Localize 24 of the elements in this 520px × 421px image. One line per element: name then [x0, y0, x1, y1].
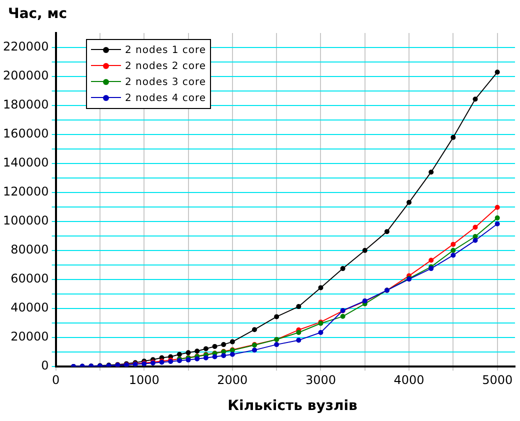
y-tick-label: 20000 — [10, 330, 49, 344]
y-tick-label: 0 — [41, 358, 49, 373]
x-tick-label: 5000 — [482, 372, 513, 387]
legend-label: 2 nodes 4 core — [125, 92, 206, 104]
y-tick-label: 220000 — [2, 40, 49, 54]
x-tick-label: 4000 — [394, 372, 424, 387]
y-tick-label: 180000 — [2, 98, 49, 112]
legend-label: 2 nodes 2 core — [125, 60, 206, 72]
y-tick-label: 60000 — [10, 272, 49, 286]
legend-label: 2 nodes 3 core — [125, 76, 206, 88]
legend-label: 2 nodes 1 core — [125, 44, 206, 56]
y-axis-title: Час, мс — [8, 6, 67, 22]
x-tick-label: 2000 — [217, 372, 248, 387]
y-tick-label: 80000 — [10, 242, 49, 257]
x-tick-label: 3000 — [305, 372, 336, 387]
y-tick-label: 140000 — [2, 156, 49, 170]
x-tick-label: 0 — [52, 372, 60, 387]
y-tick-label: 100000 — [2, 214, 49, 228]
y-tick-label: 160000 — [2, 126, 49, 141]
y-tick-label: 120000 — [2, 184, 49, 199]
y-tick-label: 200000 — [2, 68, 49, 83]
y-tick-label: 40000 — [10, 300, 49, 315]
x-tick-label: 1000 — [128, 372, 160, 387]
x-axis-title: Кількість вузлів — [226, 398, 358, 414]
